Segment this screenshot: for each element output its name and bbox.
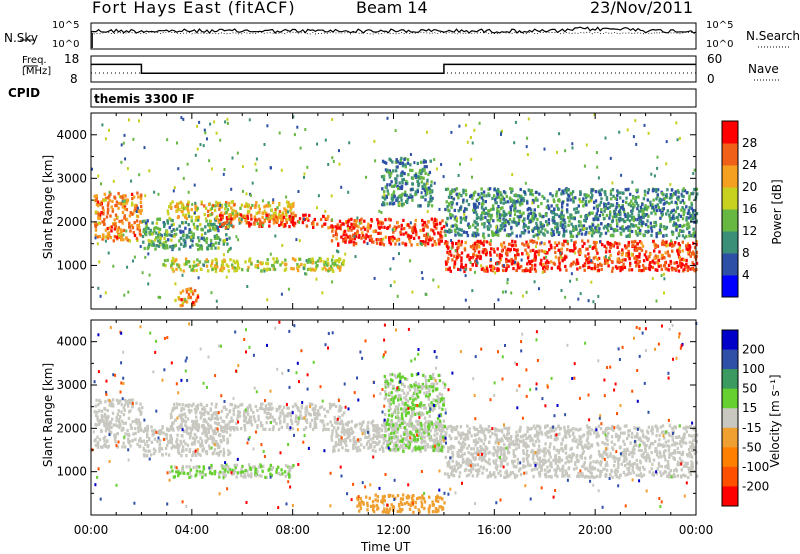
power-colorbar-segment [722,275,738,298]
time-xtick-label: 08:00 [275,523,310,537]
velocity-colorbar-tick: 15 [742,401,757,415]
power-colorbar-tick: 24 [742,158,757,172]
velocity-colorbar-tick: 50 [742,382,757,396]
velocity-colorbar-segment [722,447,738,468]
noise-left-tick-bottom: 10^0 [52,39,80,50]
power-colorbar-segment [722,253,738,276]
cpid-text: themis 3300 IF [94,92,195,106]
velocity-colorbar-tick: -50 [742,440,762,454]
power-colorbar-frame [721,120,739,298]
power-ytick-label: 2000 [56,215,87,229]
velocity-colorbar-segment [722,486,738,507]
power-colorbar-tick: 4 [742,268,750,282]
beam-title: Beam 14 [356,0,428,17]
velocity-ytick-label: 1000 [56,465,87,479]
velocity-colorbar-tick: -15 [742,421,762,435]
freq-tick-bottom: 8 [70,72,78,86]
freq-label-line2: [MHz] [22,66,52,77]
velocity-colorbar-tick: 200 [742,343,765,357]
noise-search-series [90,31,697,35]
power-ytick-label: 4000 [56,128,87,142]
power-colorbar-segment [722,187,738,210]
freq-label-line1: Freq. [22,55,47,66]
velocity-colorbar-segment [722,466,738,487]
time-xtick-label: 20:00 [578,523,613,537]
cpid-label: CPID [8,86,41,100]
power-colorbar-tick: 20 [742,180,757,194]
nave-tick-top: 60 [707,52,723,66]
noise-panel-frame [90,22,697,50]
velocity-colorbar-segment [722,427,738,448]
power-colorbar-tick: 12 [742,224,757,238]
nave-tick-bottom: 0 [707,72,715,86]
power-colorbar-tick: 16 [742,202,757,216]
power-ytick-label: 1000 [56,258,87,272]
time-xtick-label: 00:00 [74,523,109,537]
cpid-panel-frame [90,88,697,108]
noise-right-tick-bottom: 10^0 [706,39,734,50]
noise-left-tick-top: 10^5 [52,20,80,31]
velocity-colorbar-segment [722,369,738,390]
velocity-colorbar-segment [722,388,738,409]
power-colorbar-segment [722,209,738,232]
power-ytick-label: 3000 [56,171,87,185]
velocity-colorbar-segment [722,330,738,351]
noise-search-label: N.Search [746,29,800,43]
velocity-ytick-label: 2000 [56,421,87,435]
noise-right-tick-top: 10^5 [706,20,734,31]
velocity-colorbar-tick: -200 [742,479,769,493]
date-title: 23/Nov/2011 [590,0,694,17]
velocity-ytick-label: 3000 [56,378,87,392]
time-xtick-label: 16:00 [477,523,512,537]
freq-tick-top: 18 [64,52,80,66]
station-title: Fort Hays East (fitACF) [92,0,296,17]
noise-sky-series [90,26,697,34]
velocity-colorbar-segment [722,349,738,370]
velocity-ytick-label: 4000 [56,335,87,349]
time-xtick-label: 04:00 [175,523,210,537]
velocity-colorbar-tick: 100 [742,362,765,376]
frequency-series [91,63,696,74]
velocity-colorbar-frame [721,329,739,507]
nave-label: Nave [748,62,779,76]
noise-sky-label: N.Sky [4,31,39,45]
velocity-colorbar-segment [722,408,738,429]
time-xtick-label: 12:00 [376,523,411,537]
velocity-heatmap-cells [91,320,699,514]
time-axis-label: Time UT [361,540,411,554]
power-colorbar-tick: 28 [742,136,757,150]
power-colorbar-tick: 8 [742,246,750,260]
velocity-colorbar-tick: -100 [742,460,769,474]
power-colorbar-segment [722,165,738,188]
power-colorbar-segment [722,231,738,254]
time-xtick-label: 00:00 [679,523,714,537]
power-colorbar-segment [722,143,738,166]
power-heatmap-cells [91,113,699,308]
power-colorbar-segment [722,121,738,144]
freq-panel-frame [90,55,697,83]
